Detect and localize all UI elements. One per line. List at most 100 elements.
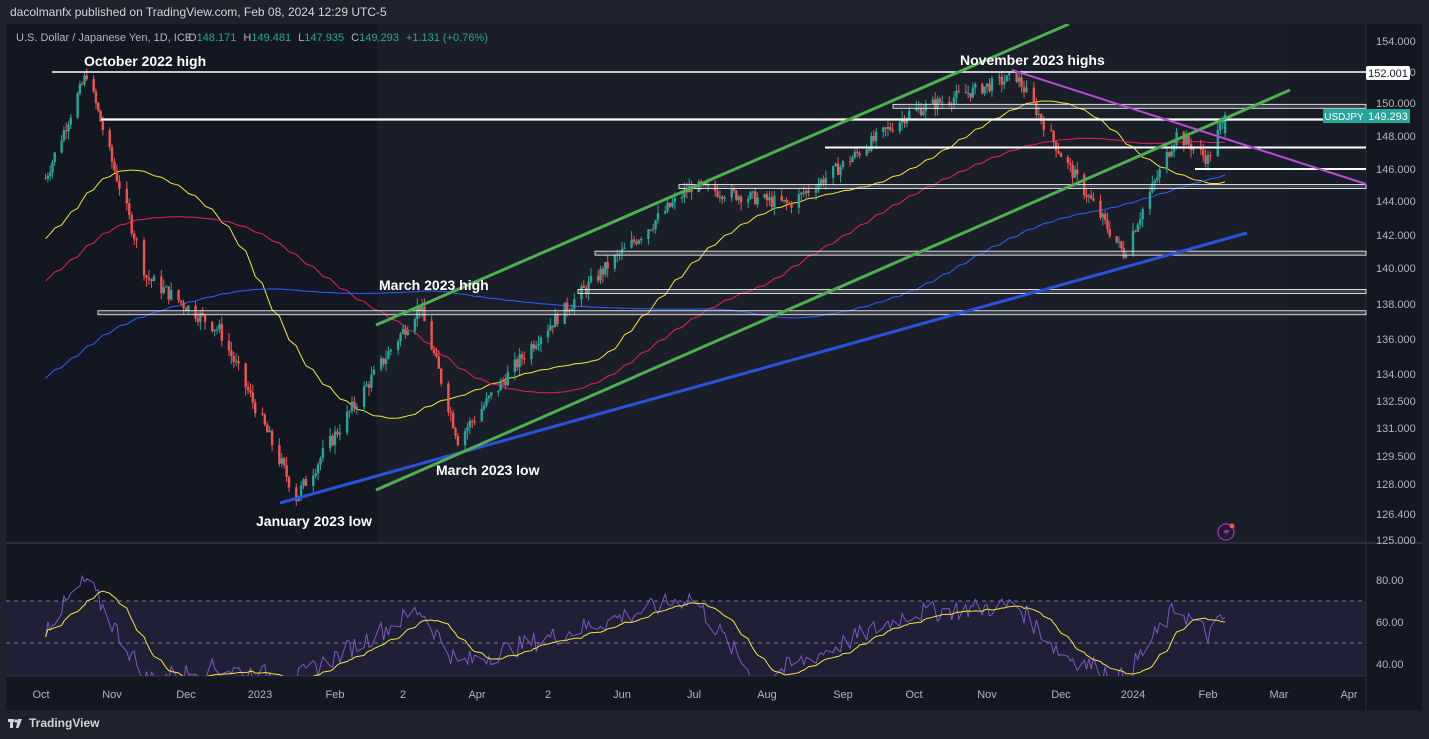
publisher-text: dacolmanfx published on TradingView.com,… [10,5,387,19]
candle [1115,236,1118,244]
candle [1168,151,1171,158]
candle-body [184,307,188,312]
candle-body [858,152,861,156]
candle [348,409,351,419]
candle [165,284,168,288]
candle-body [814,189,818,193]
price-axis-bg [1366,24,1422,710]
candle [516,356,519,371]
candle [312,468,315,494]
candle [387,346,390,360]
candle [824,170,828,190]
candle [201,307,204,318]
candle [1025,80,1028,93]
candle [108,127,111,151]
candle [447,381,450,417]
candle [218,319,221,334]
candle-body [1069,162,1072,165]
candle [150,278,153,289]
candle [1087,193,1091,204]
candle-body [1085,194,1088,197]
candle [501,376,505,387]
candle-body [1185,135,1188,146]
candle [723,195,726,203]
candle [1185,130,1188,146]
candle [903,114,906,128]
candle-body [770,197,774,207]
candle-body [983,86,986,94]
candle [730,184,733,202]
candle-body [482,405,486,410]
candle [268,426,271,433]
candle [998,72,1001,85]
candle-body [1057,150,1060,154]
channel-upper-line[interactable] [375,24,1070,327]
candle [780,188,783,203]
candle [936,95,939,116]
price-tick-label: 132.500 [1376,396,1416,408]
candle-body [817,183,820,190]
candle-body [580,286,583,300]
candle-body [321,448,325,459]
candle [805,189,808,201]
usdjpy-chart[interactable]: 154.000152.000150.000148.000146.000144.0… [6,24,1422,710]
candle [215,326,219,335]
candle-body [1025,87,1028,93]
candle-body [62,130,66,141]
flash-alert-icon[interactable] [1217,523,1235,541]
candle [969,92,972,102]
candle [735,189,738,202]
candle-body [147,277,151,280]
candle-body [249,390,252,393]
candle [406,325,409,336]
candle [539,335,543,353]
candle [199,309,202,330]
candle-body [1106,219,1109,230]
candle-body [113,161,116,171]
candle [790,200,793,214]
candle [418,306,421,319]
candle-body [432,349,436,354]
price-tick-label: 140.000 [1376,263,1416,275]
candle-body [145,275,148,278]
candle [819,177,823,188]
candle-body [1092,198,1095,201]
candle-body [848,161,852,163]
candle-body [649,229,652,231]
time-tick-label: Apr [1340,689,1357,701]
candle-body [523,358,526,360]
tradingview-brand[interactable]: TradingView [8,716,99,730]
candle-body [266,424,269,433]
candle-body [304,479,308,486]
candle [1206,150,1210,172]
candle [1052,129,1055,147]
channel-lower-line[interactable] [375,88,1291,492]
price-tick-label: 146.000 [1376,164,1416,176]
candle [232,351,235,368]
falling-resistance-trendline[interactable] [1011,69,1367,185]
sma-200-line [45,174,1226,379]
candle-body [886,127,890,129]
candle-body [520,354,524,359]
level-137-5-zone [97,310,1367,316]
candle-body [1216,129,1219,157]
candle-body [1037,113,1040,116]
candle-body [1040,113,1043,121]
candle-body [1087,195,1091,197]
rising-support-trendline[interactable] [279,231,1248,505]
chart-frame[interactable]: 154.000152.000150.000148.000146.000144.0… [6,24,1422,710]
candle-body [1219,123,1222,130]
candle [785,197,788,211]
price-tick-label: 136.000 [1376,334,1416,346]
candle-body [92,79,95,92]
candle [817,177,820,194]
usdjpy-symbol-tag: USDJPY [1323,109,1366,123]
candle-body [666,203,669,212]
candle [499,377,502,391]
candle-body [439,368,443,384]
candle [372,365,376,376]
candle-body [480,409,483,422]
time-tick-label: 2 [400,689,406,701]
candle-body [261,413,264,415]
candle-body [853,151,857,158]
